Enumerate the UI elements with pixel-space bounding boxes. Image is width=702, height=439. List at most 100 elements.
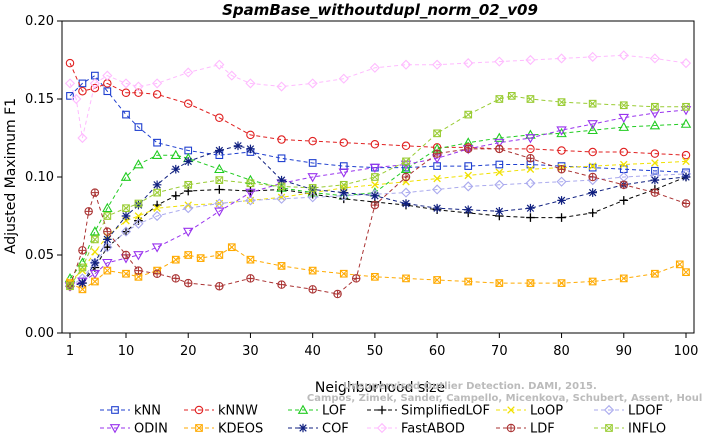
plot-area: 0.00 0.05 0.10 0.15 0.20 1 10 20 30 40 50 60 70 80 90 1… bbox=[25, 14, 698, 359]
legend-label: LDF bbox=[530, 422, 555, 435]
series-cof bbox=[65, 141, 691, 291]
data-point-ldf bbox=[78, 246, 87, 255]
data-point-ldof bbox=[245, 195, 256, 206]
data-point-knnw bbox=[90, 83, 100, 93]
data-point-inflo bbox=[526, 95, 535, 103]
legend-marker bbox=[506, 423, 516, 433]
data-point-knnw bbox=[65, 58, 75, 68]
data-point-fastabod bbox=[432, 59, 443, 70]
data-point-lof bbox=[102, 202, 113, 213]
data-point-cof bbox=[370, 191, 380, 201]
data-point-ldf bbox=[308, 285, 317, 294]
data-point-inflo bbox=[246, 179, 255, 188]
data-point-ldof bbox=[400, 187, 412, 198]
data-point-ldf bbox=[650, 188, 660, 197]
data-point-cof bbox=[78, 278, 87, 288]
data-point-ldof bbox=[133, 218, 144, 229]
data-point-simplifiedlof bbox=[588, 208, 597, 218]
legend-label: FastABOD bbox=[401, 422, 465, 435]
data-point-kdeos bbox=[675, 260, 684, 269]
data-point-kdeos bbox=[464, 277, 473, 286]
data-point-cof bbox=[152, 180, 162, 190]
data-point-ldf bbox=[619, 180, 629, 190]
data-point-inflo bbox=[495, 95, 504, 103]
data-point-kdeos bbox=[588, 277, 597, 286]
legend-marker bbox=[298, 423, 308, 433]
data-point-inflo bbox=[507, 92, 516, 100]
data-point-fastabod bbox=[494, 56, 505, 67]
data-point-kdeos bbox=[371, 272, 379, 281]
data-point-inflo bbox=[66, 282, 74, 291]
data-point-fastabod bbox=[245, 78, 256, 89]
data-point-ldf bbox=[171, 274, 181, 283]
data-point-fastabod bbox=[183, 67, 194, 78]
data-point-lof bbox=[587, 124, 598, 135]
x-axis-label: Neighborhood size bbox=[315, 380, 445, 396]
data-point-lof bbox=[214, 163, 225, 174]
data-point-kdeos bbox=[526, 279, 535, 287]
data-point-ldf bbox=[333, 289, 342, 299]
data-point-inflo bbox=[619, 101, 628, 110]
x-tick-label: 80 bbox=[553, 344, 570, 359]
data-point-ldf bbox=[588, 172, 597, 182]
data-point-knn bbox=[103, 87, 112, 96]
series-line-fastabod bbox=[69, 54, 687, 139]
data-point-fastabod bbox=[120, 78, 132, 89]
data-point-knnw bbox=[121, 88, 131, 98]
series-ldf bbox=[65, 144, 691, 299]
data-point-cof bbox=[401, 199, 411, 208]
data-point-knn bbox=[651, 166, 659, 175]
data-point-knnw bbox=[308, 136, 317, 146]
data-point-ldof bbox=[556, 176, 567, 187]
chart-title: SpamBase_withoutdupl_norm_02_v09 bbox=[222, 1, 538, 19]
data-point-knnw bbox=[339, 138, 349, 147]
series-line-lof bbox=[69, 123, 687, 279]
data-point-inflo bbox=[91, 235, 99, 244]
legend-marker bbox=[194, 405, 204, 415]
series-line-ldof bbox=[69, 173, 687, 287]
legend-item-knnw: kNNW bbox=[184, 404, 258, 419]
data-point-loop bbox=[402, 177, 410, 186]
data-point-inflo bbox=[122, 204, 130, 213]
data-point-knnw bbox=[401, 141, 411, 151]
data-point-inflo bbox=[433, 129, 441, 138]
data-point-lof bbox=[400, 163, 412, 174]
data-point-odin bbox=[102, 258, 113, 269]
data-point-ldf bbox=[121, 250, 131, 260]
legend-label: LDOF bbox=[628, 404, 663, 419]
series-kdeos bbox=[66, 243, 690, 294]
data-point-kdeos bbox=[91, 277, 99, 286]
data-point-knnw bbox=[246, 130, 255, 140]
data-point-kdeos bbox=[433, 276, 441, 284]
data-point-fastabod bbox=[400, 59, 412, 70]
data-point-fastabod bbox=[649, 53, 660, 64]
data-point-kdeos bbox=[339, 269, 348, 278]
data-point-knnw bbox=[215, 113, 224, 122]
data-point-cof bbox=[246, 144, 255, 154]
data-point-lof bbox=[170, 149, 182, 160]
watermark-line-1: Unsupervised Outlier Detection. DAMI, 20… bbox=[343, 381, 597, 392]
data-point-knn bbox=[464, 162, 473, 170]
data-point-inflo bbox=[402, 157, 410, 166]
data-point-odin bbox=[525, 134, 536, 144]
data-point-fastabod bbox=[276, 81, 287, 92]
series-ldof bbox=[64, 168, 692, 292]
data-point-ldf bbox=[432, 149, 442, 158]
data-point-cof bbox=[495, 207, 504, 216]
data-point-odin bbox=[369, 163, 381, 174]
data-point-loop bbox=[682, 157, 690, 166]
data-point-fastabod bbox=[556, 53, 567, 64]
data-point-ldf bbox=[681, 199, 691, 208]
data-point-lof bbox=[556, 127, 567, 138]
data-point-cof bbox=[681, 172, 691, 182]
legend-item-loop: LoOP bbox=[496, 404, 563, 419]
data-point-odin bbox=[214, 207, 225, 217]
data-point-fastabod bbox=[89, 78, 100, 89]
data-point-cof bbox=[277, 175, 286, 185]
data-point-inflo bbox=[682, 102, 690, 111]
data-point-inflo bbox=[184, 180, 193, 189]
data-point-odin bbox=[245, 188, 256, 199]
data-point-cof bbox=[432, 203, 442, 213]
legend-label: LOF bbox=[322, 404, 347, 419]
